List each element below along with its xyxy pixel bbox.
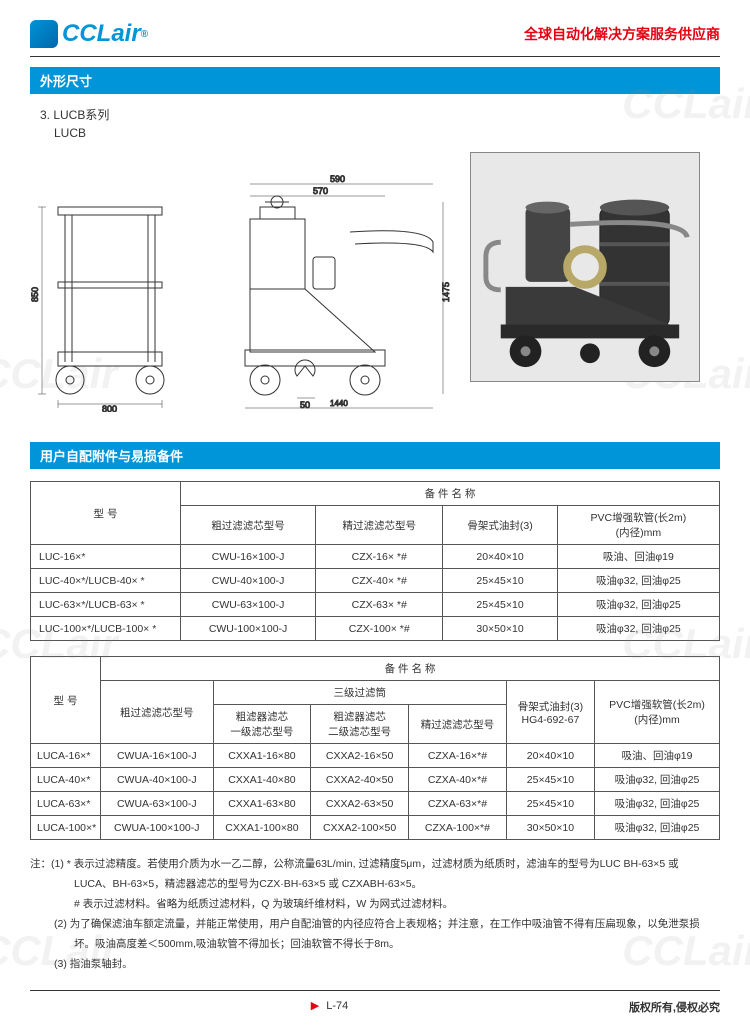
svg-text:1475: 1475: [441, 282, 451, 302]
t1-col-coarse: 粗过滤滤芯型号: [181, 506, 316, 545]
logo-trademark: ®: [141, 29, 148, 40]
svg-text:590: 590: [330, 174, 345, 184]
logo-text: CCLair: [62, 20, 141, 48]
t2-col-fine: 精过滤滤芯型号: [408, 705, 506, 744]
t2-col-t2: 粗滤器滤芯 二级滤芯型号: [311, 705, 409, 744]
t2-col-coarse: 粗过滤滤芯型号: [101, 681, 214, 744]
t1-col-fine: 精过滤滤芯型号: [316, 506, 443, 545]
tagline: 全球自动化解决方案服务供应商: [524, 24, 720, 44]
header-rule: [30, 56, 720, 57]
logo: CCLair ®: [30, 20, 148, 48]
svg-text:800: 800: [102, 404, 117, 412]
t2-col-hose: PVC增强软管(长2m) (内径)mm: [594, 681, 719, 744]
note-line: LUCA、BH-63×5，精滤器滤芯的型号为CZX·BH-63×5 或 CZXA…: [74, 875, 720, 895]
notes-block: 注：(1) * 表示过滤精度。若使用介质为水一乙二醇，公称流量63L/min, …: [30, 855, 720, 975]
table-row: LUCA-100×* CWUA-100×100-J CXXA1-100×80 C…: [31, 816, 720, 840]
note-line: (2) 为了确保滤油车额定流量，并能正常使用，用户自配油管的内径应符合上表规格；…: [54, 915, 720, 935]
logo-icon: [30, 20, 58, 48]
section-dimensions-title: 外形尺寸: [30, 67, 720, 94]
note-line: # 表示过滤材料。省略为纸质过滤材料，Q 为玻璃纤维材料，W 为网式过滤材料。: [74, 895, 720, 915]
table-row: LUC-40×*/LUCB-40× * CWU-40×100-J CZX-40×…: [31, 569, 720, 593]
product-photo: [470, 152, 700, 382]
diagram-front-view: 850 800: [30, 152, 190, 412]
table-row: LUCA-16×* CWUA-16×100-J CXXA1-16×80 CXXA…: [31, 744, 720, 768]
parts-table-2: 型 号 备 件 名 称 粗过滤滤芯型号 三级过滤筒 骨架式油封(3) HG4-6…: [30, 656, 720, 840]
t1-col-seal: 骨架式油封(3): [443, 506, 557, 545]
t2-col-t1: 粗滤器滤芯 一级滤芯型号: [213, 705, 311, 744]
table-row: LUCA-40×* CWUA-40×100-J CXXA1-40×80 CXXA…: [31, 768, 720, 792]
note-line: 注：(1) * 表示过滤精度。若使用介质为水一乙二醇，公称流量63L/min, …: [30, 855, 720, 875]
page-arrow-icon: ▶: [311, 1000, 319, 1012]
t2-model-header: 型 号: [31, 657, 101, 744]
section-parts-title: 用户自配附件与易损备件: [30, 442, 720, 469]
t2-triple-header: 三级过滤筒: [213, 681, 506, 705]
series-line1: 3. LUCB系列: [40, 108, 109, 122]
table-row: LUC-63×*/LUCB-63× * CWU-63×100-J CZX-63×…: [31, 593, 720, 617]
svg-text:1440: 1440: [330, 399, 348, 408]
series-heading: 3. LUCB系列 LUCB: [40, 106, 720, 142]
table-row: LUCA-63×* CWUA-63×100-J CXXA1-63×80 CXXA…: [31, 792, 720, 816]
note-line: 坏。吸油高度差＜500mm,吸油软管不得加长；回油软管不得长于8m。: [74, 935, 720, 955]
page-header: CCLair ® 全球自动化解决方案服务供应商: [30, 20, 720, 48]
t1-model-header: 型 号: [31, 482, 181, 545]
parts-table-1: 型 号 备 件 名 称 粗过滤滤芯型号 精过滤滤芯型号 骨架式油封(3) PVC…: [30, 481, 720, 641]
copyright-text: 版权所有,侵权必究: [629, 999, 720, 1015]
svg-text:850: 850: [30, 287, 40, 302]
page-number: ▶ L-74: [311, 999, 349, 1015]
t1-col-hose: PVC增强软管(长2m) (内径)mm: [557, 506, 719, 545]
series-line2: LUCB: [54, 126, 86, 140]
t2-col-seal: 骨架式油封(3) HG4-692-67: [506, 681, 594, 744]
table-row: LUC-100×*/LUCB-100× * CWU-100×100-J CZX-…: [31, 617, 720, 641]
page-footer: ▶ L-74 版权所有,侵权必究: [30, 990, 720, 1015]
t2-parts-header: 备 件 名 称: [101, 657, 720, 681]
svg-text:570: 570: [313, 186, 328, 196]
note-line: (3) 指油泵轴封。: [54, 955, 720, 975]
diagram-side-view: 590 570 1475 50 1440: [205, 152, 455, 412]
table-row: LUC-16×* CWU-16×100-J CZX-16× *# 20×40×1…: [31, 545, 720, 569]
svg-text:50: 50: [300, 400, 310, 410]
diagram-row: 850 800: [30, 152, 720, 412]
t1-parts-header: 备 件 名 称: [181, 482, 720, 506]
